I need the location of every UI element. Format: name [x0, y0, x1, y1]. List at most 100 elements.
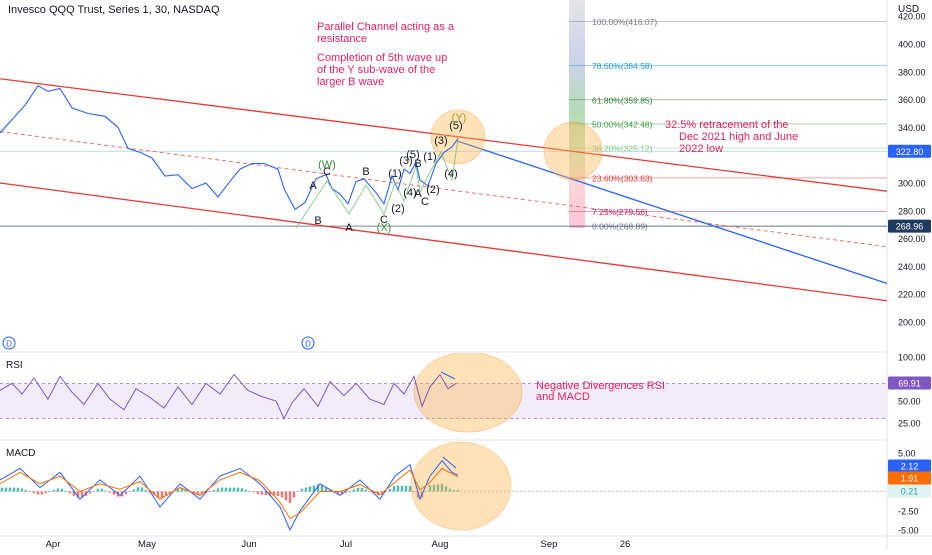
macd-histogram-bar [200, 491, 204, 495]
macd-histogram-bar [324, 487, 328, 492]
macd-divergence-highlight[interactable] [410, 441, 512, 531]
rsi-divergence-line [440, 371, 456, 380]
wave-label: (5) [406, 149, 419, 161]
dividend-marker-1[interactable]: D [2, 336, 16, 350]
macd-histogram-bar [220, 487, 224, 492]
macd-histogram-bar [52, 489, 56, 492]
macd-histogram-bar [140, 487, 144, 492]
signal-value-badge-bg [888, 471, 931, 485]
rsi-axis-ticks[interactable]: 100.00 50.00 25.00 [898, 353, 926, 429]
macd-histogram-bar [108, 491, 112, 493]
wave-top-highlight[interactable] [430, 109, 486, 165]
macd-histogram-bar [344, 491, 348, 493]
macd-histogram-bar [348, 491, 352, 492]
wave-label: B [414, 158, 421, 170]
price-pane: 100.00%(416.07) 78.60%(384.58) 61.80%(359.… [0, 0, 932, 350]
macd-histogram-bar [440, 483, 444, 492]
macd-histogram-bar [452, 489, 456, 492]
macd-histogram-bar [156, 491, 160, 498]
macd-histogram-bar [184, 489, 188, 492]
macd-histogram-bar [260, 491, 264, 495]
wave-label: (3) [434, 135, 447, 147]
projection-line[interactable] [457, 140, 932, 298]
macd-histogram-bar [400, 485, 404, 492]
wave-label: C [421, 196, 429, 208]
macd-axis-ticks[interactable]: 5.00 -2.50 -5.00 [898, 449, 919, 536]
svg-text:D: D [305, 340, 311, 349]
macd-histogram-bar [96, 488, 100, 492]
macd-histogram-bar [272, 491, 276, 496]
macd-histogram-bar [76, 491, 80, 499]
time-tick-label: Jun [241, 539, 256, 550]
fib-retracement-bar[interactable] [569, 0, 585, 228]
macd-histogram-bar [180, 488, 184, 492]
price-axis-ticks[interactable]: 400.00 380.00 360.00 340.00 300.00 280.00 260.… [898, 12, 926, 328]
price-tick-label: 220.00 [898, 290, 926, 300]
macd-histogram-bar [128, 491, 132, 493]
wave-label: (4) [403, 187, 416, 199]
macd-histogram-bar [16, 487, 20, 492]
fib-level-label: 38.20%(325.12) [592, 144, 653, 154]
macd-histogram-bar [80, 491, 84, 499]
price-tick-label: 360.00 [898, 95, 926, 105]
macd-histogram-bar [232, 487, 236, 492]
price-tick-label: 300.00 [898, 179, 926, 189]
macd-histogram-bar [0, 487, 4, 492]
macd-histogram-bar [208, 491, 212, 493]
wave-label: (W) [318, 159, 336, 171]
macd-histogram-bar [32, 491, 36, 494]
macd-histogram-bar [256, 491, 260, 494]
channel-mid-line[interactable] [0, 131, 932, 253]
macd-histogram-bar [60, 488, 64, 492]
dividend-marker-2[interactable]: D [301, 336, 315, 350]
time-tick-label: Apr [46, 539, 61, 550]
macd-histogram-bar [244, 489, 248, 492]
macd-histogram-bar [228, 487, 232, 492]
macd-histogram-bar [164, 491, 168, 496]
time-axis-labels[interactable]: Apr May Jun Jul Aug Sep 26 [46, 539, 631, 550]
macd-histogram-bar [404, 485, 408, 492]
channel-upper-line[interactable] [0, 78, 932, 197]
macd-histogram-bar [300, 488, 304, 492]
svg-text:D: D [6, 340, 12, 349]
macd-histogram-bar [456, 489, 460, 492]
currency-label: USD [898, 4, 919, 15]
macd-histogram-bar [92, 491, 96, 492]
wave-label: A [309, 180, 317, 192]
price-tick-label: 280.00 [898, 206, 926, 216]
wave-label: (3) [399, 155, 412, 167]
signal-value-badge: 1.91 [901, 474, 919, 484]
macd-histogram-bar [248, 491, 252, 492]
macd-line [0, 459, 459, 532]
macd-histogram-bar [416, 491, 420, 498]
macd-histogram-bar [196, 491, 200, 495]
macd-value-badge: 2.12 [901, 462, 919, 472]
rsi-divergence-highlight[interactable] [413, 352, 523, 433]
macd-histogram-bar [40, 491, 44, 495]
macd-histogram-bar [68, 491, 72, 494]
macd-histogram-bar [160, 491, 164, 499]
retracement-highlight[interactable] [543, 121, 603, 181]
macd-histogram-bar [384, 491, 388, 493]
wave-label: (2) [426, 184, 439, 196]
macd-histogram-bar [132, 489, 136, 492]
divergence-text-line-1: Negative Divergences RSI [536, 380, 665, 392]
wave-path [295, 137, 459, 229]
macd-histogram-bar [392, 486, 396, 492]
macd-histogram [0, 483, 460, 504]
rsi-tick-label: 50.00 [898, 397, 921, 407]
macd-histogram-bar [28, 491, 32, 493]
macd-histogram-bar [432, 484, 436, 492]
macd-tick-label: -5.00 [898, 526, 919, 536]
macd-histogram-bar [356, 487, 360, 492]
price-tick-label: 400.00 [898, 40, 926, 50]
macd-histogram-bar [364, 489, 368, 492]
rsi-pane: RSI Negative Divergences RSI and MACD [0, 352, 887, 433]
channel-lower-line[interactable] [0, 182, 932, 307]
wave-label: (5) [449, 120, 462, 132]
fib-level-label: 100.00%(416.07) [592, 17, 657, 27]
macd-histogram-bar [36, 491, 40, 495]
macd-signal-line [0, 467, 459, 520]
wave-label: (2) [391, 203, 404, 215]
macd-value-badge-bg [888, 459, 931, 473]
